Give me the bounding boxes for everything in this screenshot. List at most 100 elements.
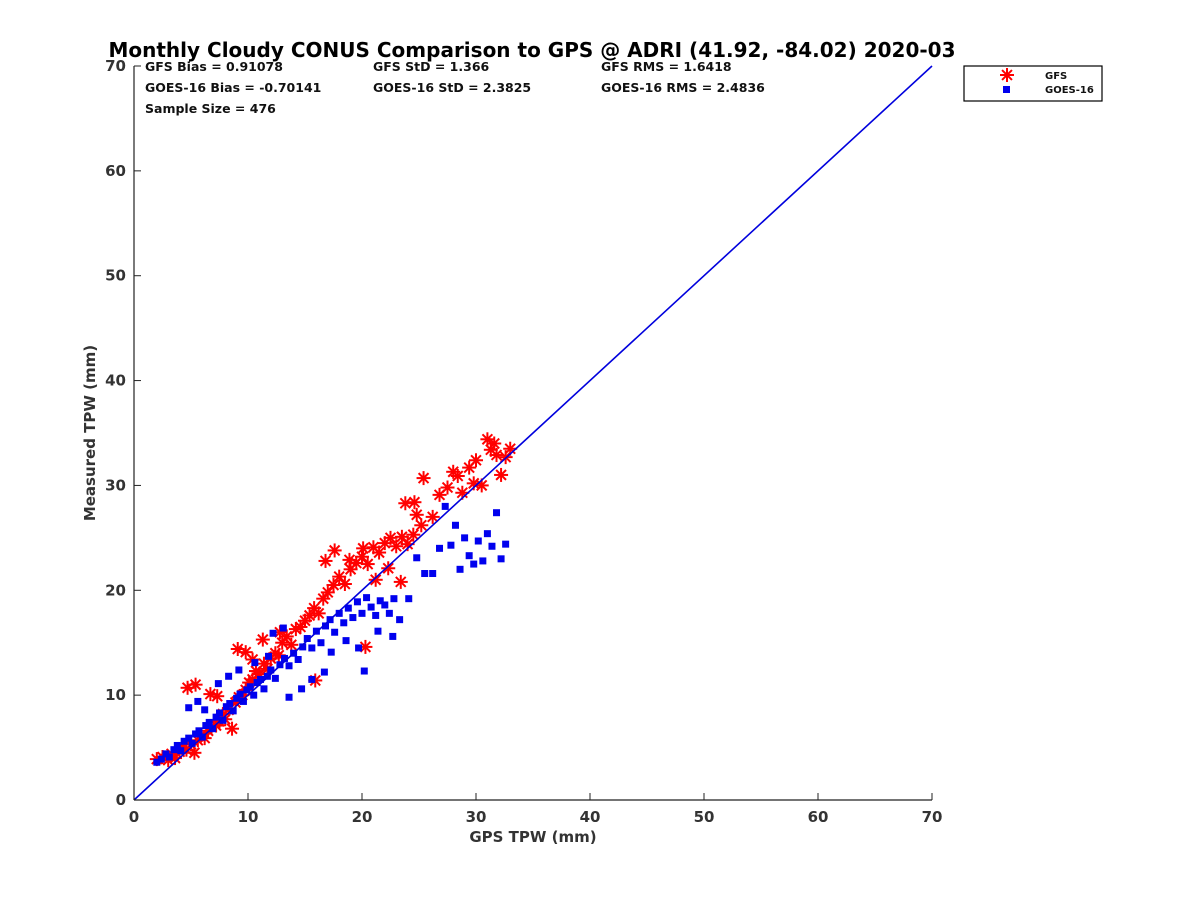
goes-point: [320, 668, 328, 676]
goes-point: [205, 718, 213, 726]
goes-point: [236, 690, 244, 698]
goes-point: [246, 683, 254, 691]
legend-goes-square-icon: [1003, 86, 1010, 93]
gfs-point: [368, 572, 383, 587]
goes-point: [376, 597, 384, 605]
goes-point: [355, 644, 363, 652]
goes-point: [461, 534, 469, 542]
goes-point: [180, 737, 188, 745]
goes-point: [340, 619, 348, 627]
goes-point: [235, 666, 243, 674]
goes-point: [185, 704, 193, 712]
gfs-point: [332, 569, 347, 584]
legend-gfs-label: GFS: [1045, 71, 1067, 82]
x-tick-label: 30: [466, 808, 487, 826]
goes-point: [497, 555, 505, 563]
y-tick-label: 30: [105, 476, 126, 494]
gfs-point: [210, 689, 225, 704]
goes-point: [385, 609, 393, 617]
y-tick-label: 0: [116, 791, 126, 809]
gfs-rms-text: GFS RMS = 1.6418: [601, 59, 732, 74]
goes-point: [493, 509, 501, 517]
goes-point: [360, 667, 368, 675]
goes-point: [195, 727, 203, 735]
goes-point: [226, 700, 234, 708]
goes-point: [260, 685, 268, 693]
legend-gfs-asterisk-icon: [1000, 68, 1014, 82]
goes-point: [251, 659, 259, 667]
x-tick-label: 70: [922, 808, 943, 826]
goes-point: [177, 747, 185, 755]
gfs-point: [288, 622, 303, 637]
gfs-point: [302, 608, 317, 623]
goes-point: [219, 716, 227, 724]
axis-ticks: 0 10 20 30 40 50 60 70 0 10 20 30 40 50 60 70: [105, 57, 942, 826]
goes-point: [225, 672, 233, 680]
gfs-point: [381, 561, 396, 576]
goes-point: [479, 557, 487, 565]
sample-size-text: Sample Size = 476: [145, 101, 276, 116]
gfs-point: [450, 468, 465, 483]
goes-point: [390, 595, 398, 603]
goes-point: [188, 739, 196, 747]
gfs-point: [487, 436, 502, 451]
goes-point: [185, 734, 193, 742]
goes-point: [157, 755, 165, 763]
goes-point: [322, 622, 330, 630]
goes-point: [153, 758, 161, 766]
goes-point: [271, 674, 279, 682]
goes-point: [413, 554, 421, 562]
goes-point: [298, 685, 306, 693]
x-tick-label: 20: [352, 808, 373, 826]
gfs-point: [358, 639, 373, 654]
goes-point: [389, 632, 397, 640]
goes-point: [381, 601, 389, 609]
gfs-point: [360, 557, 375, 572]
goes-bias-text: GOES-16 Bias = -0.70141: [145, 80, 321, 95]
goes-point: [421, 570, 429, 578]
legend: GFS GOES-16: [963, 65, 1103, 102]
gfs-point: [293, 619, 308, 634]
goes-point: [194, 697, 202, 705]
goes-point: [317, 639, 325, 647]
goes-point: [502, 540, 510, 548]
gfs-std-text: GFS StD = 1.366: [373, 59, 490, 74]
goes-point: [216, 709, 223, 717]
gfs-point: [440, 480, 455, 495]
goes-point: [170, 746, 178, 754]
gfs-point: [327, 543, 342, 558]
goes-point: [214, 680, 222, 688]
goes-point: [342, 637, 350, 645]
goes-point: [279, 624, 287, 632]
goes-point: [267, 666, 275, 674]
y-tick-label: 50: [105, 267, 126, 285]
goes-point: [212, 713, 220, 721]
gfs-point: [389, 539, 404, 554]
gfs-point: [203, 687, 218, 702]
legend-box: [963, 65, 1103, 102]
goes-point: [331, 628, 339, 636]
gfs-point: [383, 530, 398, 545]
goes-point: [233, 694, 241, 702]
gfs-point: [489, 448, 504, 463]
goes-rms-text: GOES-16 RMS = 2.4836: [601, 80, 765, 95]
goes-point: [269, 629, 277, 637]
goes-point: [396, 616, 404, 624]
gfs-point: [406, 527, 421, 542]
y-tick-label: 40: [105, 372, 126, 390]
goes-point: [327, 648, 335, 656]
goes-point: [367, 603, 375, 611]
gfs-point: [188, 677, 203, 692]
gfs-point: [372, 545, 387, 560]
goes-point: [456, 565, 464, 573]
goes-point: [201, 706, 209, 714]
goes-point: [374, 627, 382, 635]
y-axis-label: Measured TPW (mm): [81, 345, 99, 521]
goes-point: [285, 693, 293, 701]
x-tick-label: 60: [808, 808, 829, 826]
goes-point: [257, 675, 265, 683]
goes-point: [229, 707, 237, 715]
goes-point: [349, 614, 357, 622]
gfs-point: [409, 507, 424, 522]
